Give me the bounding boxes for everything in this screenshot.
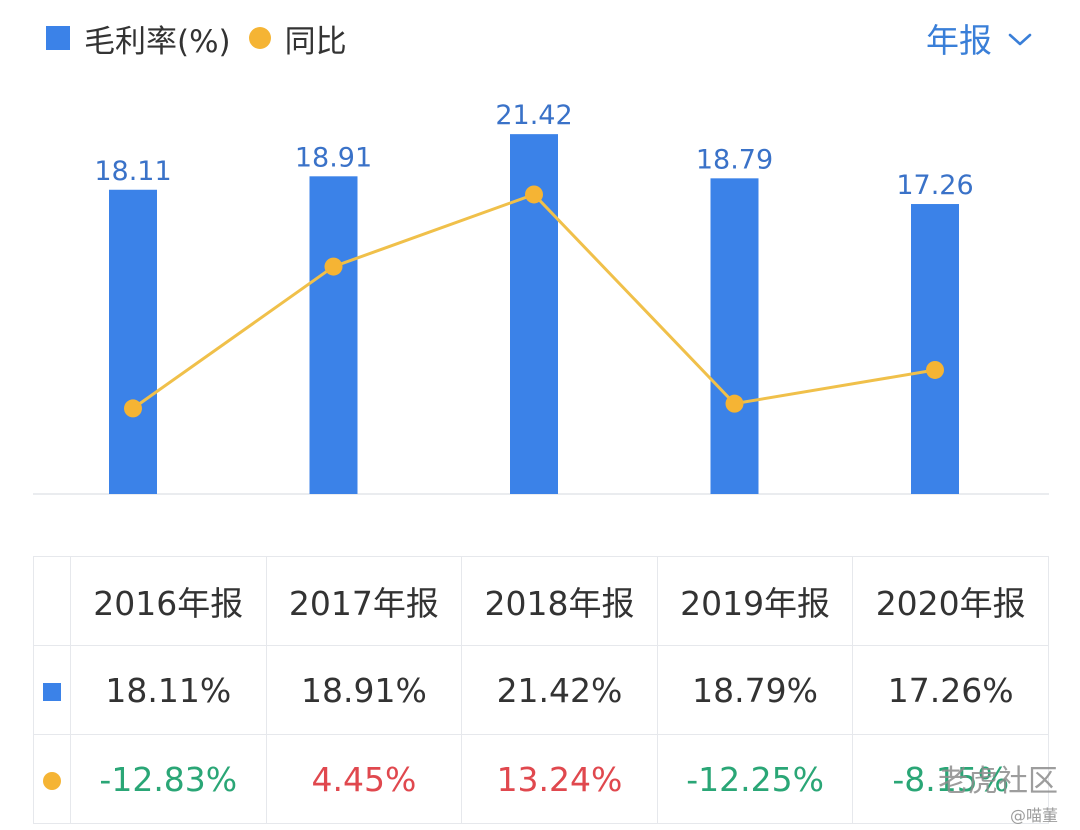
dot-icon bbox=[43, 772, 61, 790]
table-row-gross-margin: 18.11% 18.91% 21.42% 18.79% 17.26% bbox=[33, 645, 1049, 735]
bar-value-label: 18.91 bbox=[295, 142, 372, 173]
table-cell: -12.83% bbox=[70, 734, 267, 824]
period-label: 年报 bbox=[926, 21, 992, 60]
table-header-cell: 2019年报 bbox=[656, 556, 854, 646]
bar-value-label: 21.42 bbox=[495, 100, 572, 131]
legend-line-swatch bbox=[248, 27, 271, 49]
yoy-point bbox=[124, 399, 142, 418]
legend-line-label: 同比 bbox=[284, 23, 347, 60]
legend-bar-swatch bbox=[46, 26, 70, 50]
table-header-cell: 2016年报 bbox=[70, 556, 267, 646]
table-cell: 17.26% bbox=[852, 645, 1049, 735]
row-line-swatch bbox=[33, 734, 71, 824]
gross-margin-chart: 18.11 18.91 21.42 18.79 17.26 bbox=[33, 100, 1049, 495]
table-cell: 18.91% bbox=[265, 645, 463, 735]
table-corner-cell bbox=[33, 556, 71, 646]
watermark-brand: 老虎社区 bbox=[938, 764, 1058, 799]
bar-value-label: 18.11 bbox=[94, 156, 171, 187]
chevron-down-icon bbox=[1008, 33, 1032, 46]
chart-legend: 毛利率(%) 同比 bbox=[46, 14, 347, 62]
table-cell: 4.45% bbox=[265, 734, 463, 824]
table-header-row: 2016年报 2017年报 2018年报 2019年报 2020年报 bbox=[33, 556, 1049, 646]
watermark-user: @喵董 bbox=[1009, 806, 1058, 825]
bar bbox=[309, 176, 358, 494]
table-cell: 13.24% bbox=[461, 734, 658, 824]
row-bar-swatch bbox=[33, 645, 71, 735]
period-dropdown[interactable]: 年报 bbox=[926, 14, 1032, 62]
table-header-cell: 2017年报 bbox=[265, 556, 463, 646]
yoy-point bbox=[525, 185, 543, 204]
bar-value-label: 17.26 bbox=[896, 170, 973, 201]
bar bbox=[109, 189, 157, 494]
yoy-point bbox=[926, 360, 944, 379]
table-header-cell: 2020年报 bbox=[852, 556, 1049, 646]
legend-bar-label: 毛利率(%) bbox=[84, 23, 231, 60]
bar bbox=[911, 204, 959, 495]
table-row-yoy: -12.83% 4.45% 13.24% -12.25% -8.15% bbox=[33, 734, 1049, 824]
bar-value-label: 18.79 bbox=[696, 144, 773, 175]
table-cell: 18.11% bbox=[70, 645, 267, 735]
watermark: 老虎社区 @喵董 bbox=[938, 756, 1058, 826]
table-cell: 18.79% bbox=[656, 645, 854, 735]
square-icon bbox=[43, 683, 61, 701]
table-header-cell: 2018年报 bbox=[461, 556, 658, 646]
table-cell: -12.25% bbox=[656, 734, 854, 824]
table-cell: -8.15% bbox=[852, 734, 1049, 824]
table-cell: 21.42% bbox=[461, 645, 658, 735]
data-table: 2016年报 2017年报 2018年报 2019年报 2020年报 18.11… bbox=[33, 556, 1049, 824]
bar bbox=[710, 178, 759, 494]
yoy-point bbox=[324, 257, 343, 276]
yoy-point bbox=[725, 394, 744, 413]
